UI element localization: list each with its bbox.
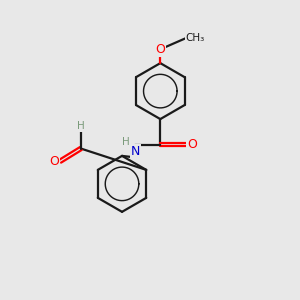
Text: O: O: [155, 43, 165, 56]
Text: H: H: [77, 122, 85, 131]
Text: N: N: [130, 145, 140, 158]
Text: O: O: [188, 138, 197, 151]
Text: H: H: [122, 137, 130, 147]
Text: CH₃: CH₃: [186, 32, 205, 43]
Text: O: O: [49, 155, 59, 168]
